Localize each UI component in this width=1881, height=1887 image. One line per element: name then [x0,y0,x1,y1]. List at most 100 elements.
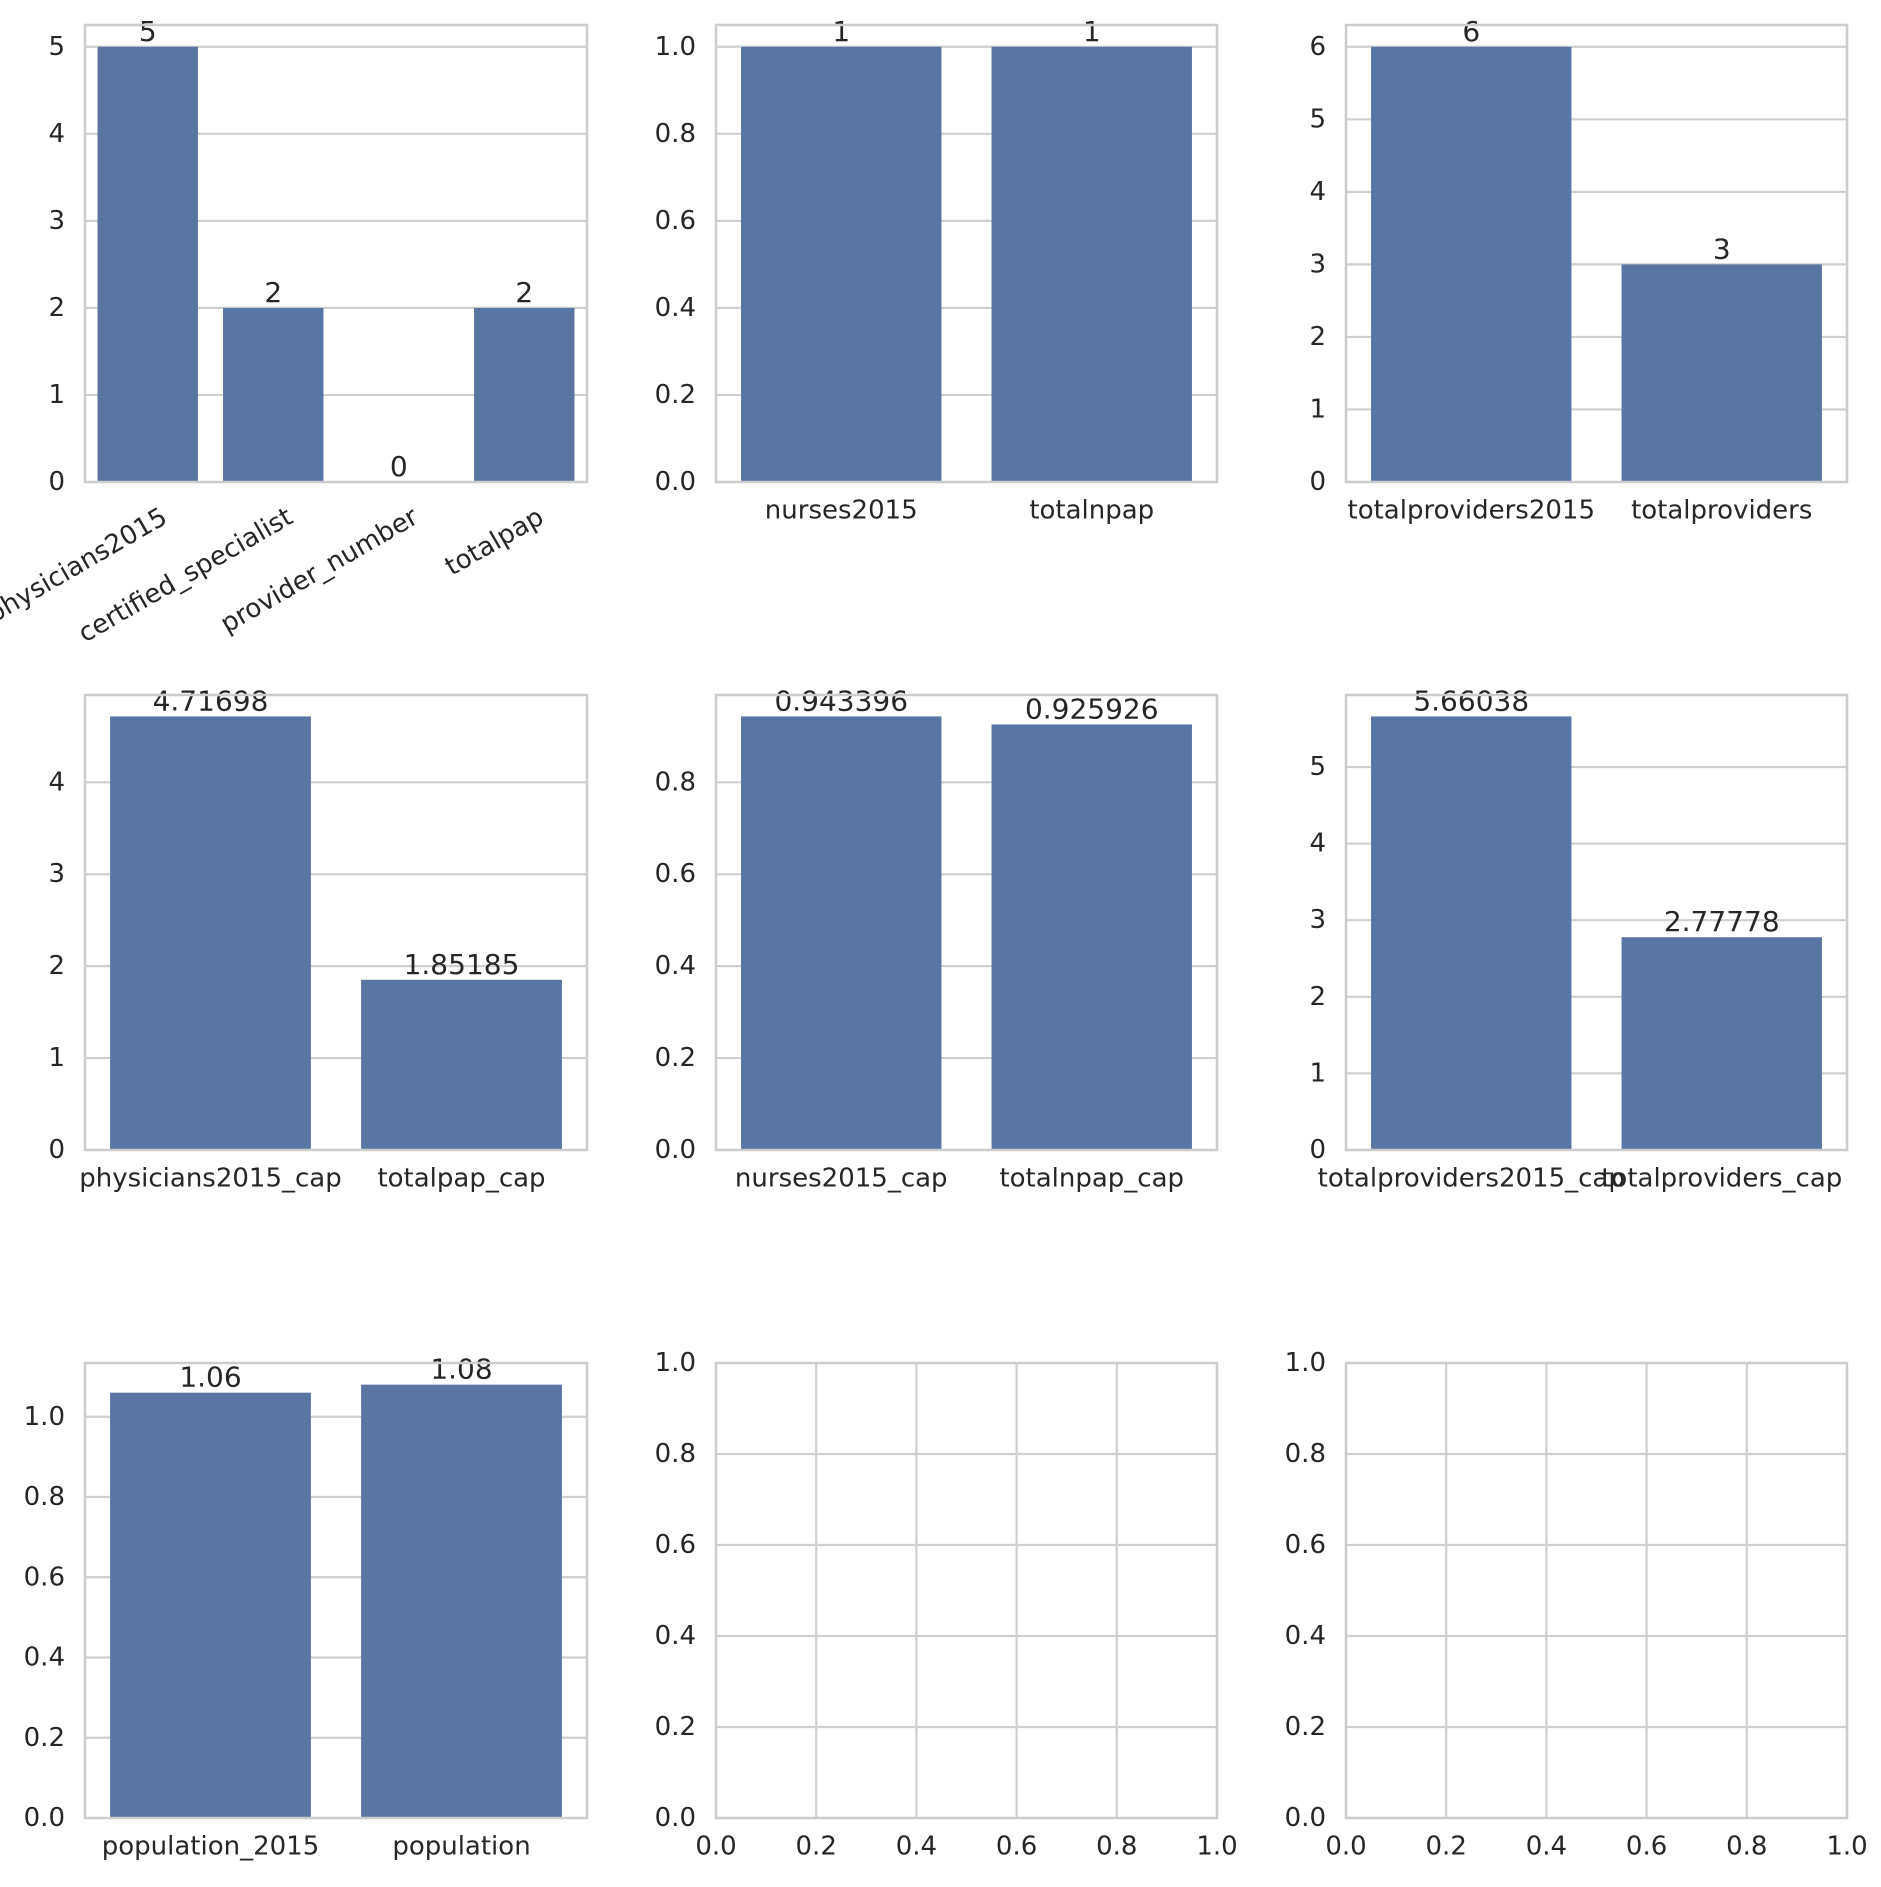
axes-frame [83,693,589,1152]
y-tick-label: 0.4 [655,293,696,323]
bar-value-label: 2 [264,276,282,309]
x-tick-label: 0.4 [1526,1831,1567,1861]
bar-value-label: 0.943396 [774,684,908,717]
bar-value-label: 5 [139,15,157,48]
bar [1371,716,1572,1150]
y-tick-label: 1.0 [1285,1348,1326,1378]
axes-frame [714,693,1219,1152]
y-tick-label: 0.8 [655,767,696,797]
bar [361,979,562,1150]
bar-value-label: 3 [1713,232,1731,265]
y-tick-label: 4 [1309,177,1326,207]
y-tick-label: 5 [1309,104,1326,134]
x-tick-label: totalpap [440,502,549,582]
bar-value-label: 6 [1462,15,1480,48]
bar [991,724,1192,1150]
y-tick-label: 4 [48,119,65,149]
x-tick-label: 0.0 [695,1831,736,1861]
y-tick-label: 2 [1309,982,1326,1012]
y-tick-label: 0 [48,1135,65,1165]
x-tick-label: certified_specialist [73,502,298,649]
y-tick-label: 4 [1309,829,1326,859]
y-tick-label: 1 [1309,394,1326,424]
y-tick-label: 0.2 [655,1712,696,1742]
y-tick-label: 4 [48,767,65,797]
axes-frame [1344,23,1849,484]
x-tick-label: totalproviders_cap [1601,1163,1842,1193]
axes-frame [1344,693,1849,1152]
y-tick-label: 0.2 [655,380,696,410]
y-tick-label: 0.4 [24,1643,65,1673]
x-tick-label: 1.0 [1826,1831,1867,1861]
bar-value-label: 1 [832,15,850,48]
y-tick-label: 0.8 [1285,1439,1326,1469]
x-tick-label: population_2015 [102,1831,320,1861]
bar [1371,46,1572,483]
panel-6: 0 1 2 3 4 5 5.66038 totalproviders2015_cap 2.777… [1309,684,1849,1193]
y-tick-label: 0.2 [1285,1712,1326,1742]
y-tick-label: 0.2 [24,1723,65,1753]
x-tick-label: 0.2 [1426,1831,1467,1861]
y-tick-label: 0.8 [655,1439,696,1469]
x-tick-label: totalproviders2015_cap [1318,1163,1625,1193]
y-tick-label: 1.0 [655,32,696,62]
y-tick-label: 5 [1309,752,1326,782]
y-tick-label: 1 [1309,1058,1326,1088]
panel-7: 0.0 0.2 0.4 0.6 0.8 1.0 1.06 population_2015 1.0… [24,1353,589,1861]
y-tick-label: 1 [48,380,65,410]
bar-value-label: 4.71698 [153,684,269,717]
y-tick-label: 0.4 [1285,1621,1326,1651]
y-tick-label: 1.0 [655,1348,696,1378]
bar-value-label: 1 [1083,15,1101,48]
panel-4: 0 1 2 3 4 4.71698 physicians2015_cap 1.85185 tot… [48,684,589,1193]
y-tick-label: 0.4 [655,1621,696,1651]
axes-frame [83,1361,589,1820]
panel-8: 0.0 0.2 0.4 0.6 0.8 1.0 0.0 0.2 0.4 0.6 0.8 1.0 [655,1348,1238,1861]
bar [741,716,942,1150]
y-tick-label: 0.6 [24,1562,65,1592]
bar-value-label: 1.85185 [404,948,520,981]
y-tick-label: 0 [1309,1135,1326,1165]
x-tick-label: population [392,1831,530,1861]
y-tick-label: 0 [48,467,65,497]
y-tick-label: 3 [48,859,65,889]
bar [991,46,1192,483]
y-tick-label: 2 [48,293,65,323]
y-tick-label: 2 [1309,322,1326,352]
y-tick-label: 0.0 [655,1803,696,1833]
bar [1621,264,1822,482]
x-tick-label: 0.8 [1096,1831,1137,1861]
y-tick-label: 0.6 [655,859,696,889]
y-tick-label: 5 [48,32,65,62]
x-tick-label: nurses2015 [765,495,918,525]
y-tick-label: 0.2 [655,1043,696,1073]
axes-frame [1344,1361,1849,1820]
y-tick-label: 0.0 [1285,1803,1326,1833]
y-tick-label: 0.8 [24,1482,65,1512]
bar [1621,937,1822,1150]
bar-value-label: 0 [390,450,408,483]
x-tick-label: 0.6 [996,1831,1037,1861]
y-tick-label: 0.0 [24,1803,65,1833]
y-tick-label: 0.6 [655,1530,696,1560]
x-tick-label: 1.0 [1196,1831,1237,1861]
x-tick-label: totalpap_cap [377,1163,545,1193]
bar [741,46,942,483]
x-tick-label: 0.2 [796,1831,837,1861]
y-tick-label: 3 [1309,249,1326,279]
x-tick-label: 0.6 [1626,1831,1667,1861]
x-tick-label: totalproviders2015 [1348,495,1596,525]
x-tick-label: 0.0 [1325,1831,1366,1861]
x-tick-label: totalproviders [1631,495,1812,525]
bar [474,307,575,482]
axes-frame [83,23,589,484]
bar [97,46,198,483]
axes-frame [714,1361,1219,1820]
bar-value-label: 2 [515,276,533,309]
x-tick-label: 0.4 [896,1831,937,1861]
axes-frame [714,23,1219,484]
panel-3: 0 1 2 3 4 5 6 6 totalproviders2015 3 totalprovider… [1309,15,1849,525]
y-tick-label: 0.0 [655,1135,696,1165]
